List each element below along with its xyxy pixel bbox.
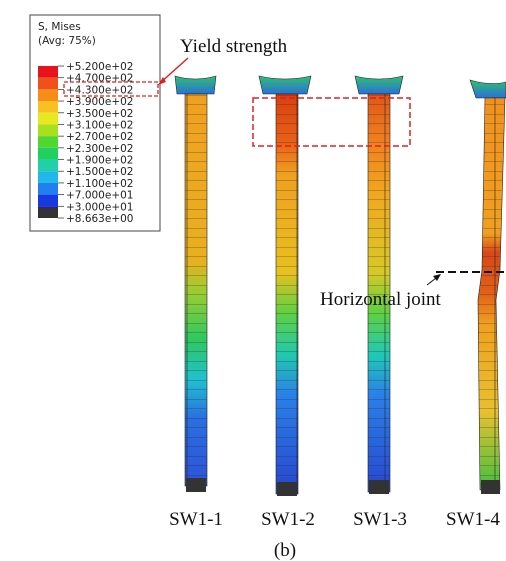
legend-label: +2.300e+02: [66, 143, 133, 155]
legend-label: +3.900e+02: [66, 96, 133, 108]
legend-label: +3.000e+01: [66, 201, 133, 213]
legend-band: [38, 89, 58, 101]
joint-label: Horizontal joint: [320, 289, 442, 310]
legend-label: +2.700e+02: [66, 131, 133, 143]
legend-band: [38, 124, 58, 136]
column-sw1-4: [470, 80, 506, 494]
specimen-label: SW1-1: [169, 509, 223, 530]
legend-label: +5.200e+02: [66, 61, 133, 73]
legend-label: +8.663e+00: [66, 213, 133, 225]
legend-band: [38, 183, 58, 195]
caption: (b): [274, 540, 296, 561]
column-sw1-1: [175, 76, 216, 492]
legend-band: [38, 101, 58, 113]
legend-label: +1.100e+02: [66, 178, 133, 190]
legend-colorbar: [38, 66, 58, 218]
legend-band: [38, 78, 58, 90]
specimen-label: SW1-4: [446, 509, 500, 530]
legend-band: [38, 160, 58, 172]
specimen-label: SW1-2: [261, 509, 315, 530]
legend-band: [38, 136, 58, 148]
legend-band: [38, 195, 58, 207]
figure: S, Mises (Avg: 75%) +5.200e+02+4.700e+02…: [0, 0, 506, 561]
legend-label: +1.900e+02: [66, 155, 133, 167]
legend-band: [38, 113, 58, 125]
legend-label: +3.100e+02: [66, 119, 133, 131]
legend-label: +4.700e+02: [66, 73, 133, 85]
legend-label: +3.500e+02: [66, 108, 133, 120]
legend-title: S, Mises: [38, 21, 81, 33]
legend-band: [38, 148, 58, 160]
yield-label: Yield strength: [180, 36, 288, 57]
legend-band: [38, 171, 58, 183]
column-sw1-3: [355, 76, 403, 494]
specimen-label: SW1-3: [353, 509, 407, 530]
legend-labels: +5.200e+02+4.700e+02+4.300e+02+3.900e+02…: [58, 61, 133, 225]
legend-subtitle: (Avg: 75%): [38, 35, 96, 47]
legend-label: +7.000e+01: [66, 190, 133, 202]
column-sw1-2: [259, 76, 311, 496]
legend-band: [38, 66, 58, 78]
legend-label: +1.500e+02: [66, 166, 133, 178]
legend-band: [38, 207, 58, 218]
legend-label: +4.300e+02: [66, 84, 133, 96]
